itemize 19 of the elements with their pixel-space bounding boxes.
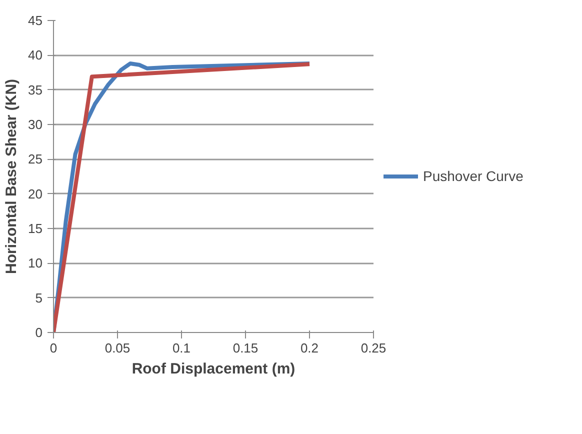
x-tick-label: 0.25 xyxy=(360,340,386,356)
y-tick-label: 5 xyxy=(35,290,43,306)
y-tick-label: 35 xyxy=(28,82,43,98)
x-tick-label: 0 xyxy=(50,340,58,356)
y-tick-label: 30 xyxy=(28,117,43,132)
y-tick-label: 25 xyxy=(28,152,43,167)
y-tick-label: 0 xyxy=(35,325,43,340)
y-axis-title: Horizontal Base Shear (KN) xyxy=(3,78,20,274)
y-tick-label: 40 xyxy=(28,48,43,63)
y-tick-label: 45 xyxy=(28,13,43,28)
x-tick-label: 0.1 xyxy=(172,340,191,356)
x-tick-label: 0.2 xyxy=(300,340,319,356)
y-tick-label: 20 xyxy=(28,186,43,202)
y-tick-label: 10 xyxy=(28,256,43,271)
x-axis-title: Roof Displacement (m) xyxy=(132,360,296,378)
y-tick-label: 15 xyxy=(28,221,43,236)
x-tick-label: 0.15 xyxy=(232,340,258,356)
x-tick-label: 0.05 xyxy=(104,340,130,356)
legend-label: Pushover Curve xyxy=(423,168,524,184)
